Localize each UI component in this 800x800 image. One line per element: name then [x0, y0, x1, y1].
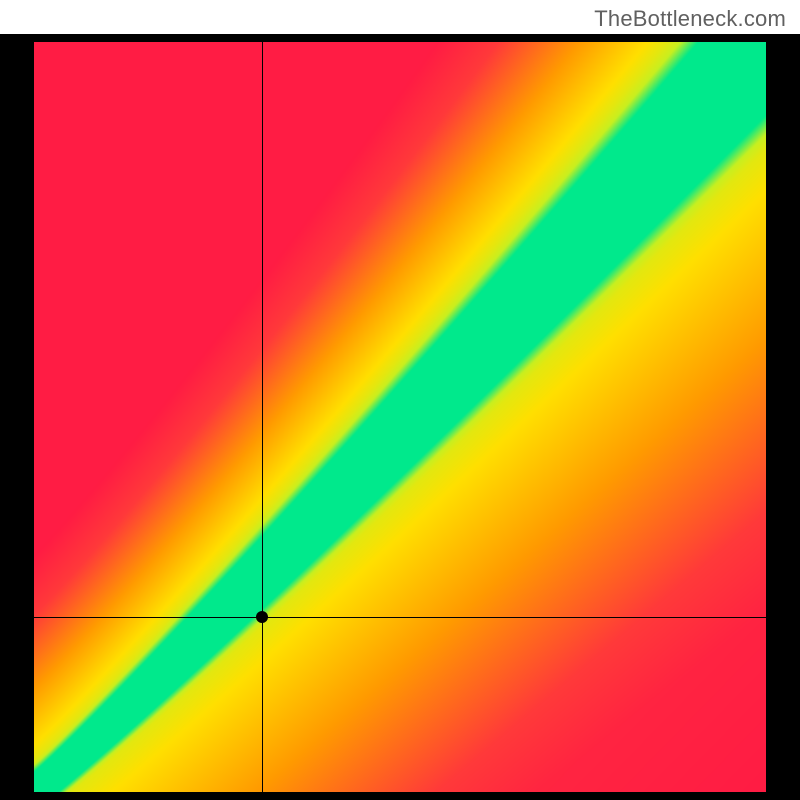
bottleneck-heatmap [34, 42, 766, 792]
watermark-text: TheBottleneck.com [594, 6, 786, 32]
plot-area [34, 42, 766, 792]
crosshair-marker-dot [256, 611, 268, 623]
crosshair-horizontal [34, 617, 766, 618]
crosshair-vertical [262, 42, 263, 792]
plot-outer-frame [0, 34, 800, 800]
